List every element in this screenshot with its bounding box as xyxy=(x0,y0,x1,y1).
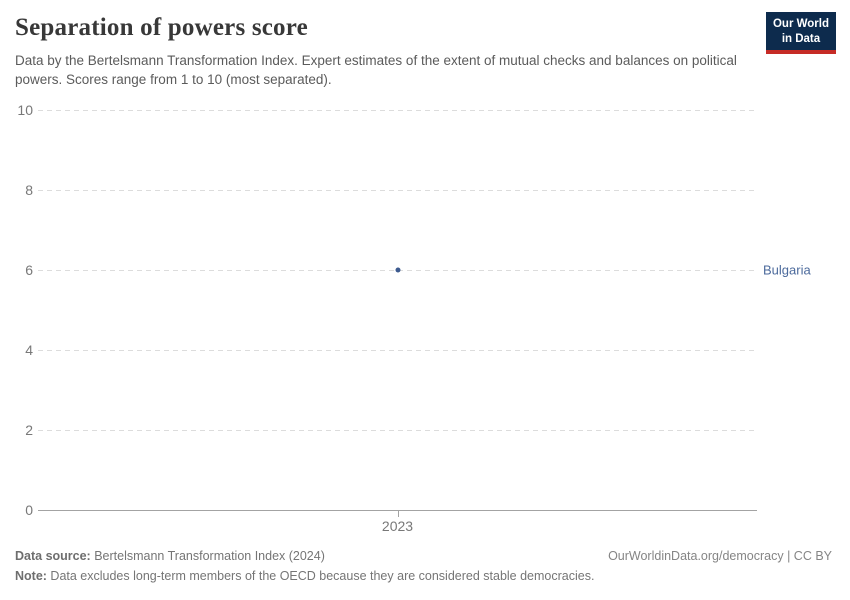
y-tick-label: 2 xyxy=(25,422,33,438)
y-tick-label: 4 xyxy=(25,342,33,358)
y-gridline xyxy=(38,350,757,351)
attribution-link[interactable]: OurWorldinData.org/democracy | CC BY xyxy=(608,549,832,563)
y-gridline xyxy=(38,110,757,111)
note-text: Data excludes long-term members of the O… xyxy=(46,569,595,583)
chart-subtitle: Data by the Bertelsmann Transformation I… xyxy=(15,53,737,88)
y-tick-label: 8 xyxy=(25,182,33,198)
x-tick-label: 2023 xyxy=(381,518,414,534)
note-label: Note: xyxy=(15,569,47,583)
x-tick-mark xyxy=(397,510,399,517)
y-tick-label: 0 xyxy=(25,502,33,518)
page-title: Separation of powers score xyxy=(15,14,308,41)
footer-note-row: Note: Data excludes long-term members of… xyxy=(15,569,832,583)
y-tick-label: 10 xyxy=(17,102,33,118)
data-source-label: Data source: xyxy=(15,549,91,563)
owid-logo[interactable]: Our World in Data xyxy=(765,12,836,54)
y-gridline xyxy=(38,430,757,431)
y-gridline xyxy=(38,190,757,191)
y-tick-label: 6 xyxy=(25,262,33,278)
data-source: Data source: Bertelsmann Transformation … xyxy=(15,549,325,563)
footer-source-row: Data source: Bertelsmann Transformation … xyxy=(15,549,832,563)
data-source-text: Bertelsmann Transformation Index (2024) xyxy=(90,549,325,563)
owid-logo-line1: Our World xyxy=(772,18,829,30)
data-point-bulgaria[interactable] xyxy=(395,267,400,273)
owid-logo-line2: in Data xyxy=(781,32,821,45)
entity-label-bulgaria[interactable]: Bulgaria xyxy=(763,262,811,278)
